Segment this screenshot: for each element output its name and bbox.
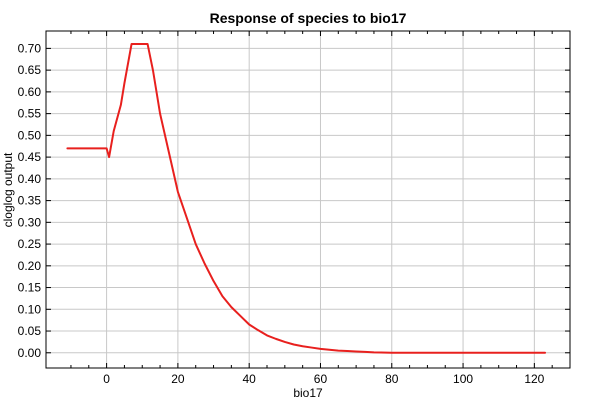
y-tick-label: 0.00	[18, 346, 42, 360]
y-tick-label: 0.35	[18, 194, 42, 208]
y-tick-label: 0.65	[18, 63, 42, 77]
ticks: 0 20 40 60 80 100 120 0.00 0.05 0.10 0.15 0.20 0.25 0…	[18, 31, 570, 386]
y-tick-label: 0.50	[18, 128, 42, 142]
y-tick-label: 0.10	[18, 302, 42, 316]
y-tick-label: 0.40	[18, 172, 42, 186]
plot-frame	[45, 30, 571, 369]
chart-title: Response of species to bio17	[210, 10, 407, 26]
x-tick-label: 0	[103, 372, 110, 386]
x-tick-label: 120	[524, 372, 544, 386]
y-tick-label: 0.30	[18, 215, 42, 229]
x-tick-label: 100	[453, 372, 473, 386]
y-axis-title: cloglog output	[1, 152, 15, 227]
y-tick-label: 0.05	[18, 324, 42, 338]
response-curve-line	[66, 43, 547, 354]
x-tick-label: 60	[314, 372, 328, 386]
y-tick-label: 0.25	[18, 237, 42, 251]
y-tick-label: 0.45	[18, 150, 42, 164]
y-tick-label: 0.60	[18, 85, 42, 99]
x-tick-label: 80	[385, 372, 399, 386]
y-tick-label: 0.55	[18, 107, 42, 121]
y-tick-label: 0.20	[18, 259, 42, 273]
x-axis-title: bio17	[293, 386, 323, 400]
data-series	[66, 43, 547, 354]
x-tick-label: 40	[243, 372, 257, 386]
x-tick-label: 20	[171, 372, 185, 386]
y-tick-label: 0.15	[18, 281, 42, 295]
y-tick-label: 0.70	[18, 41, 42, 55]
grid	[46, 31, 570, 368]
